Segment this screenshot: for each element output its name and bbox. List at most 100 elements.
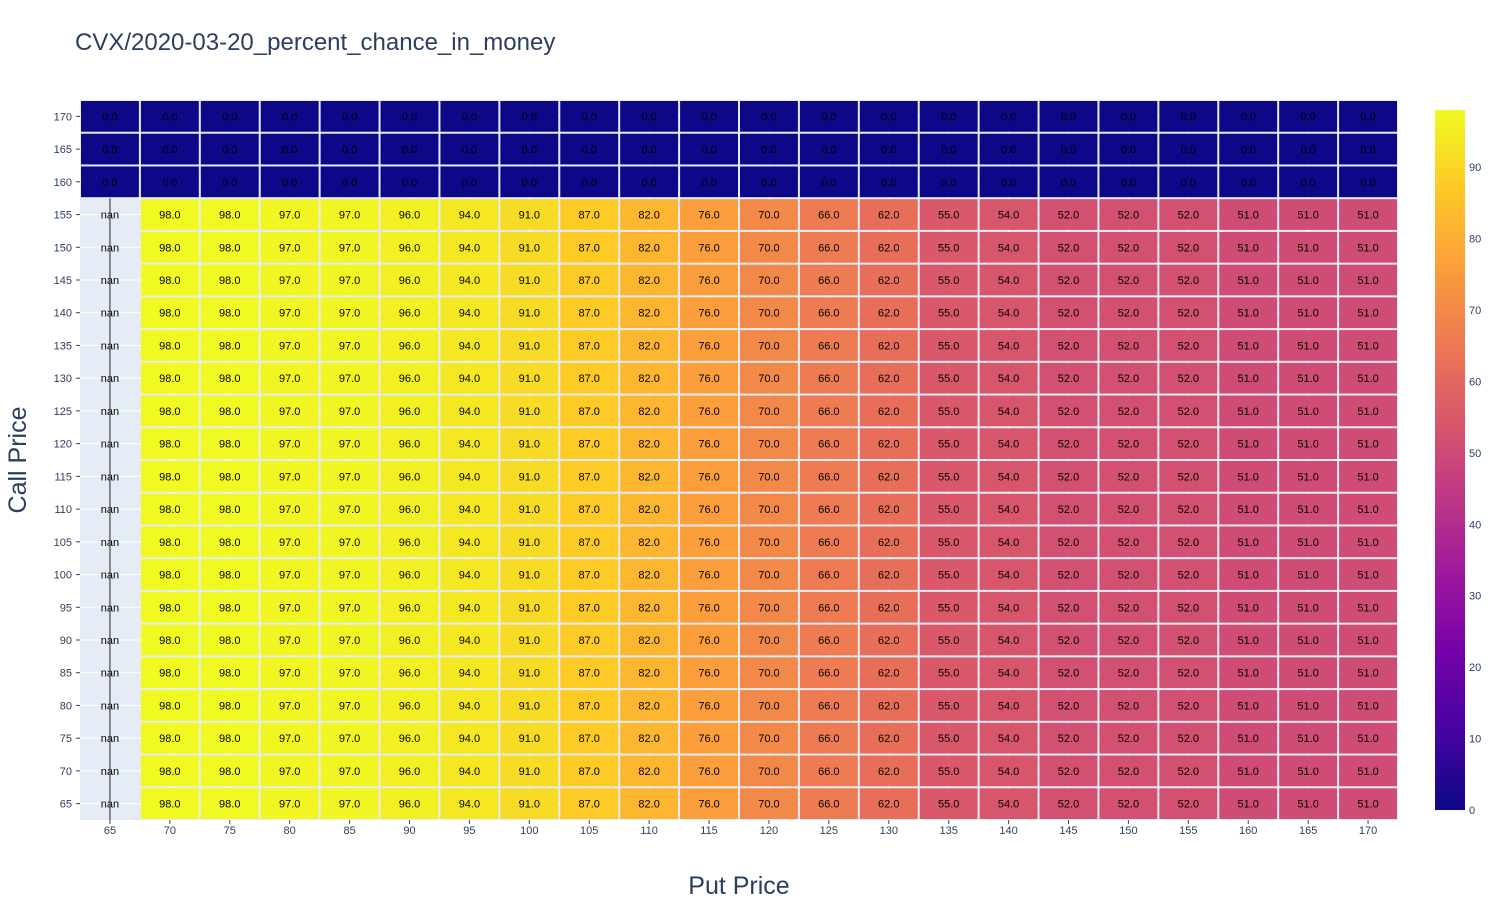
cell-label: 52.0 [1058, 406, 1079, 418]
cell-label: 0.0 [342, 111, 357, 123]
cell-label: 51.0 [1297, 733, 1318, 745]
cell-label: 97.0 [339, 700, 360, 712]
heatmap-cell [1279, 330, 1338, 361]
cell-label: 96.0 [399, 406, 420, 418]
cell-label: 51.0 [1297, 635, 1318, 647]
heatmap-cell [680, 690, 738, 721]
cell-label: 96.0 [399, 668, 420, 680]
cell-label: 62.0 [878, 733, 899, 745]
cell-label: 52.0 [1058, 766, 1079, 778]
heatmap-cell [680, 199, 738, 230]
heatmap-cell [560, 591, 619, 623]
cell-label: 98.0 [219, 373, 240, 385]
heatmap-cell [560, 428, 619, 459]
cell-label: 70.0 [758, 275, 779, 287]
cell-label: 0.0 [941, 111, 956, 123]
cell-label: 96.0 [399, 733, 420, 745]
heatmap-cell [740, 428, 798, 459]
heatmap-cell [380, 166, 439, 198]
heatmap-cell [919, 101, 978, 132]
cell-label: 97.0 [279, 504, 300, 516]
cell-label: 51.0 [1238, 733, 1259, 745]
cell-label: 98.0 [219, 570, 240, 582]
cell-label: 96.0 [399, 439, 420, 451]
cell-label: 0.0 [1061, 144, 1076, 156]
x-tick-label: 165 [1299, 825, 1317, 837]
cell-label: 76.0 [698, 602, 719, 614]
heatmap-cell [1159, 297, 1218, 329]
heatmap-cell [799, 231, 858, 263]
heatmap-cell [620, 788, 679, 819]
heatmap-cell [859, 526, 918, 558]
heatmap-cell [1099, 264, 1158, 296]
heatmap-cell [1159, 362, 1218, 394]
heatmap-cell [500, 591, 559, 623]
heatmap-cell [919, 264, 978, 296]
cell-label: 52.0 [1178, 602, 1199, 614]
cell-label: 76.0 [698, 471, 719, 483]
heatmap-cell [859, 231, 918, 263]
heatmap-cell [440, 461, 499, 492]
heatmap-cell [380, 297, 439, 329]
heatmap-cell [560, 395, 619, 427]
y-tick-label: 120 [54, 439, 72, 451]
cell-label: 51.0 [1357, 700, 1378, 712]
cell-label: 66.0 [818, 537, 839, 549]
cell-label: 97.0 [339, 373, 360, 385]
heatmap-cell [260, 166, 319, 198]
cell-label: 51.0 [1238, 242, 1259, 254]
cell-label: 55.0 [938, 471, 959, 483]
x-tick-label: 155 [1179, 825, 1197, 837]
cell-label: 52.0 [1178, 668, 1199, 680]
cell-label: 98.0 [219, 733, 240, 745]
cell-label: 87.0 [579, 799, 600, 811]
cell-label: 96.0 [399, 275, 420, 287]
cell-label: 97.0 [279, 406, 300, 418]
cell-label: 51.0 [1238, 439, 1259, 451]
cell-label: 55.0 [938, 504, 959, 516]
cell-label: 0.0 [222, 111, 237, 123]
heatmap-cell [260, 199, 319, 230]
heatmap-cell [740, 362, 798, 394]
heatmap-cell [979, 101, 1038, 132]
cell-label: 0.0 [222, 177, 237, 189]
cell-label: 54.0 [998, 373, 1019, 385]
heatmap-cell [620, 526, 679, 558]
cell-label: 97.0 [339, 471, 360, 483]
cell-label: 98.0 [219, 308, 240, 320]
heatmap-cell [1159, 231, 1218, 263]
heatmap-cell [1219, 690, 1278, 721]
heatmap-cell [1039, 362, 1098, 394]
heatmap-cell [500, 428, 559, 459]
heatmap-cell [1099, 559, 1158, 590]
cell-label: 52.0 [1178, 504, 1199, 516]
heatmap-cell [320, 788, 379, 819]
cell-label: 94.0 [459, 340, 480, 352]
heatmap-cell [200, 559, 259, 590]
cell-label: 76.0 [698, 373, 719, 385]
cell-label: 0.0 [342, 177, 357, 189]
axis-ticks: 65 70 75 80 85 90 95 100 105 110 115 120 125 130 135 14… [54, 111, 1378, 837]
colorbar-tick-label: 20 [1469, 662, 1481, 674]
heatmap-cell [799, 493, 858, 525]
cell-label: 51.0 [1357, 799, 1378, 811]
cell-label: 55.0 [938, 733, 959, 745]
cell-label: 94.0 [459, 799, 480, 811]
heatmap-cell [320, 231, 379, 263]
cell-label: 0.0 [701, 177, 716, 189]
cell-label: 76.0 [698, 275, 719, 287]
heatmap-cell [1099, 297, 1158, 329]
heatmap-cell [200, 395, 259, 427]
heatmap-cell [140, 690, 199, 721]
heatmap-cell [140, 231, 199, 263]
cell-label: 55.0 [938, 275, 959, 287]
cell-label: 98.0 [219, 766, 240, 778]
heatmap-cell [380, 657, 439, 689]
x-tick-label: 70 [164, 825, 176, 837]
heatmap-cell [1159, 264, 1218, 296]
cell-label: 70.0 [758, 504, 779, 516]
heatmap-cell [859, 690, 918, 721]
cell-label: 87.0 [579, 504, 600, 516]
cell-label: 82.0 [638, 340, 659, 352]
heatmap-cell [140, 493, 199, 525]
